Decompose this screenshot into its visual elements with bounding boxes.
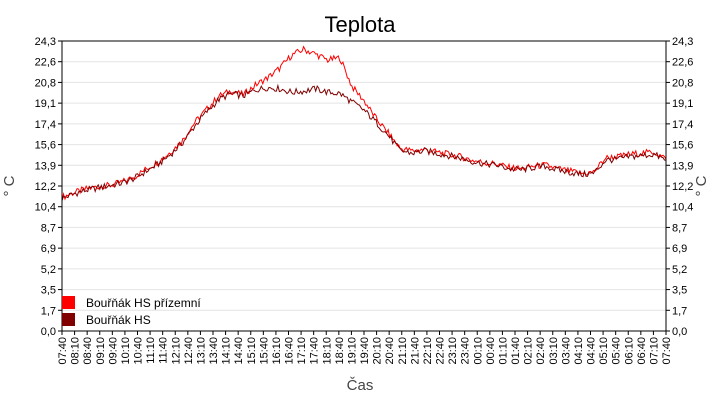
x-tick-label: 05:40 (611, 337, 623, 365)
x-tick-label: 11:40 (158, 337, 170, 364)
x-tick-label: 19:40 (359, 337, 371, 365)
x-tick-label: 21:10 (397, 337, 409, 365)
x-tick-label: 06:40 (636, 337, 648, 365)
x-axis-label: Čas (347, 377, 374, 394)
legend: Bouřňák HS přízemní Bouřňák HS (62, 296, 201, 327)
x-tick-label: 02:10 (523, 337, 535, 365)
x-tick-label: 10:40 (133, 337, 145, 365)
y-tick-label: 8,7 (672, 222, 687, 234)
y-tick-label: 17,4 (672, 119, 693, 131)
x-tick-label: 01:10 (497, 337, 509, 365)
x-tick-label: 20:40 (384, 337, 396, 365)
chart-title: Teplota (325, 12, 397, 37)
y-tick-label: 20,8 (672, 77, 693, 89)
y-tick-label: 0,0 (41, 326, 56, 338)
x-tick-label: 07:40 (661, 337, 673, 365)
y-tick-label: 5,2 (672, 264, 687, 276)
series-lines (61, 45, 667, 201)
x-tick-label: 11:10 (145, 337, 157, 364)
y-tick-label: 10,4 (35, 202, 56, 214)
x-tick-label: 03:40 (560, 337, 572, 365)
y-tick-label: 3,5 (672, 285, 687, 297)
x-tick-label: 00:40 (485, 337, 497, 365)
y-tick-label: 10,4 (672, 202, 693, 214)
x-tick-label: 23:40 (460, 337, 472, 365)
y-tick-label: 22,6 (35, 57, 56, 69)
x-tick-label: 04:40 (586, 337, 598, 365)
y-tick-label: 19,1 (35, 98, 56, 110)
x-tick-label: 01:40 (510, 337, 522, 365)
x-tick-label: 12:40 (183, 337, 195, 365)
y-tick-label: 6,9 (41, 243, 56, 255)
y-tick-label: 0,0 (672, 326, 687, 338)
y-tick-label: 19,1 (672, 98, 693, 110)
x-tick-label: 03:10 (548, 337, 560, 365)
x-tick-label: 15:40 (258, 337, 270, 365)
x-tick-label: 04:10 (573, 337, 585, 365)
x-tick-label: 00:10 (472, 337, 484, 365)
x-tick-label: 05:10 (598, 337, 610, 365)
x-tick-label: 16:10 (271, 337, 283, 365)
legend-swatch (62, 296, 75, 309)
x-tick-label: 02:40 (535, 337, 547, 365)
y-tick-label: 22,6 (672, 57, 693, 69)
legend-label: Bouřňák HS (86, 313, 151, 327)
y-tick-label: 20,8 (35, 77, 56, 89)
y-axis-label-left: ° C (1, 175, 18, 196)
x-tick-label: 06:10 (623, 337, 635, 365)
x-tick-label: 08:10 (70, 337, 82, 365)
legend-label: Bouřňák HS přízemní (86, 296, 201, 310)
x-tick-label: 14:40 (233, 337, 245, 365)
x-tick-label: 18:10 (321, 337, 333, 365)
x-tick-label: 22:40 (435, 337, 447, 365)
y-tick-label: 5,2 (41, 264, 56, 276)
y-tick-label: 6,9 (672, 243, 687, 255)
x-tick-label: 22:10 (422, 337, 434, 365)
x-tick-label: 09:10 (95, 337, 107, 365)
x-tick-label: 13:40 (208, 337, 220, 365)
x-tick-label: 19:10 (346, 337, 358, 365)
y-tick-label: 1,7 (41, 305, 56, 317)
x-tick-label: 17:40 (309, 337, 321, 365)
y-tick-label: 3,5 (41, 285, 56, 297)
plot-frame (61, 40, 667, 332)
x-tick-label: 17:10 (296, 337, 308, 365)
y-tick-label: 15,6 (672, 140, 693, 152)
x-tick-label: 12:10 (170, 337, 182, 365)
x-tick-label: 10:10 (120, 337, 132, 365)
x-tick-label: 07:40 (57, 337, 69, 365)
y-tick-label: 13,9 (35, 160, 56, 172)
x-tick-label: 16:40 (284, 337, 296, 365)
x-tick-label: 13:10 (195, 337, 207, 365)
x-tick-label: 20:10 (372, 337, 384, 365)
y-tick-label: 24,3 (35, 36, 56, 48)
x-tick-label: 15:10 (246, 337, 258, 365)
gridlines (62, 61, 666, 311)
y-tick-label: 24,3 (672, 36, 693, 48)
y-axis-label-right: ° C (693, 175, 710, 196)
x-tick-label: 18:40 (334, 337, 346, 365)
x-axis: 07:40 08:10 08:40 09:10 09:40 10:10 10:40 11:10… (57, 331, 673, 365)
y-tick-label: 8,7 (41, 222, 56, 234)
y-tick-label: 12,2 (672, 181, 693, 193)
x-tick-label: 08:40 (82, 337, 94, 365)
y-tick-label: 1,7 (672, 305, 687, 317)
x-tick-label: 14:10 (221, 337, 233, 365)
legend-swatch (62, 313, 75, 326)
series-line (61, 83, 667, 201)
y-axis-right: 0,0 1,7 3,5 5,2 6,9 8,7 10,4 12,2 13,9 15,6 17,4 19… (666, 36, 693, 338)
x-tick-label: 23:10 (447, 337, 459, 365)
x-tick-label: 07:10 (648, 337, 660, 365)
y-tick-label: 12,2 (35, 181, 56, 193)
y-axis-left: 0,0 1,7 3,5 5,2 6,9 8,7 10,4 12,2 13,9 15,6 17,4 19… (35, 36, 62, 338)
x-tick-label: 09:40 (107, 337, 119, 365)
y-tick-label: 13,9 (672, 160, 693, 172)
x-tick-label: 21:40 (409, 337, 421, 365)
y-tick-label: 15,6 (35, 140, 56, 152)
y-tick-label: 17,4 (35, 119, 56, 131)
